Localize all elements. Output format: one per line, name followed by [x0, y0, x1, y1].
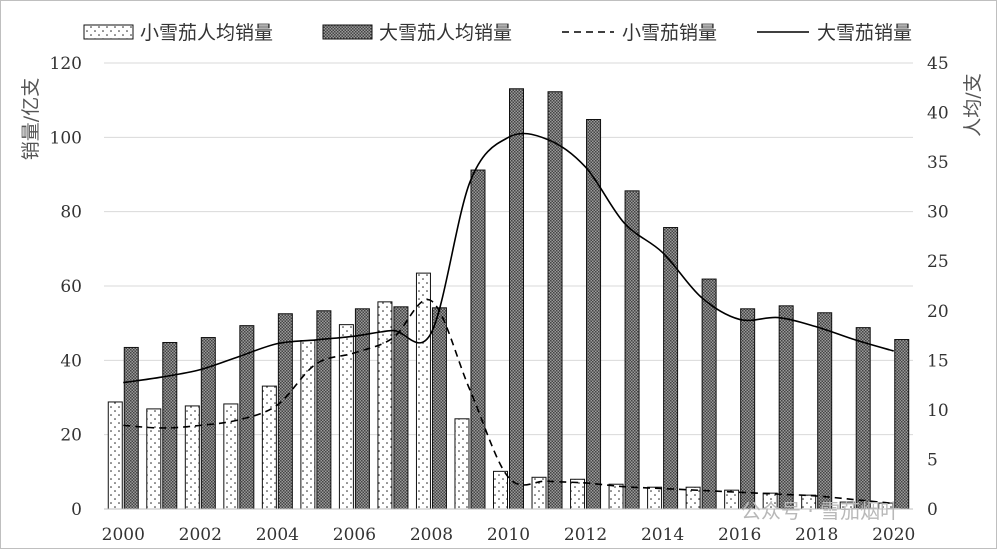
- x-tick-label: 2018: [795, 525, 838, 545]
- bar-large-cigar-per-capita: [624, 190, 640, 510]
- legend-large-cigar-per-capita-swatch: [322, 24, 373, 40]
- y-left-tick-label: 20: [60, 426, 82, 446]
- legend: 小雪茄人均销量 大雪茄人均销量 小雪茄销量 大雪茄销量: [83, 22, 912, 44]
- y-right-tick-label: 35: [927, 153, 949, 173]
- bar-small-cigar-per-capita: [107, 401, 123, 510]
- y-right-tick-label: 15: [927, 351, 949, 371]
- y-left-tick-label: 0: [71, 500, 82, 520]
- bar-large-cigar-per-capita: [162, 341, 178, 510]
- y-right-tick-label: 20: [927, 302, 949, 322]
- bar-small-cigar-per-capita: [724, 489, 740, 510]
- bar-small-cigar-per-capita: [608, 483, 624, 510]
- bars-group: [107, 88, 910, 510]
- lines-group: [123, 132, 894, 505]
- legend-small-cigar-per-capita-label: 小雪茄人均销量: [140, 22, 273, 44]
- y-right-tick-label: 10: [927, 401, 949, 421]
- bar-large-cigar-per-capita: [316, 310, 332, 510]
- bar-small-cigar-per-capita: [261, 385, 277, 510]
- bar-large-cigar-per-capita: [740, 308, 756, 510]
- y-right-tick-label: 40: [927, 104, 949, 124]
- y-right-tick-label: 0: [927, 500, 938, 520]
- bar-small-cigar-per-capita: [454, 418, 470, 510]
- legend-small-cigar-sales-label: 小雪茄销量: [622, 22, 717, 44]
- bar-large-cigar-per-capita: [663, 227, 679, 510]
- y-right-axis-title: 人均/支: [962, 73, 984, 136]
- bar-large-cigar-per-capita: [470, 169, 486, 510]
- bar-small-cigar-per-capita: [415, 272, 431, 510]
- x-tick-label: 2008: [410, 525, 453, 545]
- y-left-tick-label: 100: [50, 128, 82, 148]
- bar-large-cigar-per-capita: [431, 307, 447, 510]
- bar-large-cigar-per-capita: [817, 312, 833, 510]
- bar-small-cigar-per-capita: [570, 478, 586, 510]
- x-tick-label: 2006: [333, 525, 376, 545]
- bar-small-cigar-per-capita: [146, 408, 162, 510]
- bar-small-cigar-per-capita: [184, 405, 200, 510]
- legend-large-cigar-sales-label: 大雪茄销量: [817, 22, 912, 44]
- x-tick-label: 2014: [641, 525, 684, 545]
- bar-large-cigar-per-capita: [701, 278, 717, 510]
- y-right-tick-label: 30: [927, 203, 949, 223]
- bar-large-cigar-per-capita: [354, 308, 370, 510]
- bar-large-cigar-per-capita: [894, 339, 910, 510]
- x-tick-label: 2016: [718, 525, 761, 545]
- y-left-tick-label: 120: [50, 54, 82, 74]
- y-right-tick-label: 25: [927, 252, 949, 272]
- x-tick-label: 2020: [872, 525, 915, 545]
- bar-small-cigar-per-capita: [377, 301, 393, 510]
- x-tick-label: 2010: [487, 525, 530, 545]
- bar-small-cigar-per-capita: [647, 486, 663, 510]
- bar-large-cigar-per-capita: [123, 346, 139, 510]
- y-right-tick-label: 45: [927, 54, 949, 74]
- bar-large-cigar-per-capita: [778, 305, 794, 510]
- y-left-tick-label: 80: [60, 203, 82, 223]
- x-tick-label: 2012: [564, 525, 607, 545]
- bar-large-cigar-per-capita: [509, 88, 524, 510]
- bar-small-cigar-per-capita: [223, 403, 239, 510]
- legend-small-cigar-per-capita-swatch: [83, 24, 134, 40]
- x-tick-label: 2004: [256, 525, 299, 545]
- axes-group: 0 20 40 60 80 100 120 0 5 10 15 20 25 30 35 40 45 2000 200…: [20, 54, 984, 545]
- line-small-cigar-sales: [123, 298, 894, 505]
- y-left-tick-label: 40: [60, 351, 82, 371]
- bar-small-cigar-per-capita: [338, 324, 354, 510]
- bar-large-cigar-per-capita: [547, 91, 563, 510]
- y-right-tick-label: 5: [927, 450, 938, 470]
- y-left-tick-label: 60: [60, 277, 82, 297]
- bar-small-cigar-per-capita: [493, 470, 508, 510]
- x-tick-label: 2000: [102, 525, 145, 545]
- y-left-axis-title: 销量/亿支: [20, 78, 42, 160]
- x-tick-label: 2002: [179, 525, 222, 545]
- watermark-text: 公众号 · 雪茄烟叶: [741, 499, 900, 523]
- line-large-cigar-sales: [123, 132, 894, 384]
- bar-large-cigar-per-capita: [855, 327, 871, 510]
- legend-large-cigar-per-capita-label: 大雪茄人均销量: [379, 22, 512, 44]
